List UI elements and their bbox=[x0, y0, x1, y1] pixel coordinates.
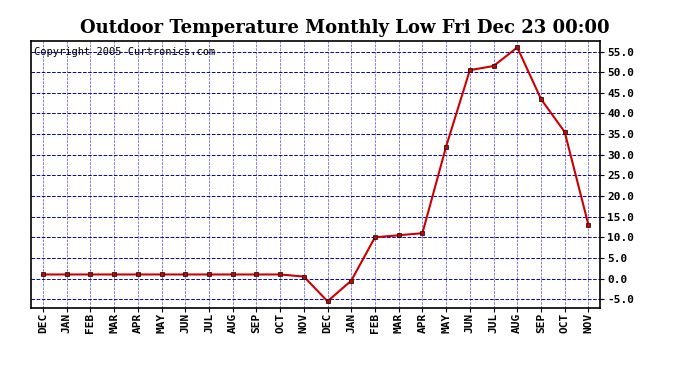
Text: Copyright 2005 Curtronics.com: Copyright 2005 Curtronics.com bbox=[34, 46, 215, 57]
Text: Outdoor Temperature Monthly Low Fri Dec 23 00:00: Outdoor Temperature Monthly Low Fri Dec … bbox=[80, 19, 610, 37]
